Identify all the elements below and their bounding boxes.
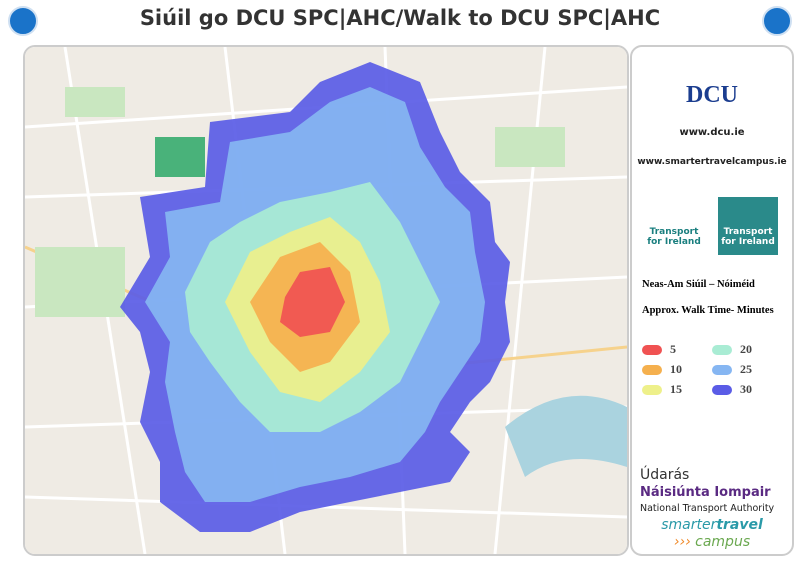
- legend-label: 20: [740, 342, 752, 356]
- park: [65, 87, 125, 117]
- nta-text: Náisiúnta Iompair: [640, 485, 771, 500]
- legend-item: 30: [712, 382, 752, 397]
- nta-text: Údarás: [640, 467, 690, 483]
- legend-item: 20: [712, 342, 752, 357]
- brand-text: campus: [695, 534, 751, 550]
- brand: smartertravel: [632, 517, 792, 533]
- legend-title: Approx. Walk Time- Minutes: [642, 305, 774, 316]
- tfi-text: Transport: [649, 227, 699, 237]
- map: [23, 45, 629, 556]
- legend-item: 5: [642, 342, 676, 357]
- park: [35, 247, 125, 317]
- tfi-text: for Ireland: [647, 237, 701, 247]
- tfi-logo: Transport for Ireland: [718, 197, 778, 255]
- legend-swatch: [642, 384, 662, 395]
- isochrone-5: [280, 267, 345, 337]
- legend-swatch: [712, 364, 732, 375]
- legend-label: 15: [670, 382, 682, 396]
- legend: 5 10 15 20 25 30: [632, 342, 792, 402]
- legend-label: 30: [740, 382, 752, 396]
- tfi-logo: Transport for Ireland: [644, 197, 704, 255]
- park: [155, 137, 205, 177]
- sidebar: DCU www.dcu.ie www.smartertravelcampus.i…: [630, 45, 794, 556]
- map-svg: [25, 47, 627, 554]
- legend-item: 10: [642, 362, 682, 377]
- brand-text: travel: [716, 517, 763, 533]
- legend-label: 25: [740, 362, 752, 376]
- chevrons: ›››: [673, 534, 691, 550]
- legend-swatch: [642, 344, 662, 355]
- title: Siúil go DCU SPC|AHC/Walk to DCU SPC|AHC: [139, 6, 661, 30]
- legend-item: 15: [642, 382, 682, 397]
- link: www.smartertravelcampus.ie: [637, 157, 787, 167]
- legend-title: Neas-Am Siúil – Nóiméid: [642, 279, 755, 290]
- legend-label: 10: [670, 362, 682, 376]
- walk-icon: [762, 6, 792, 36]
- link: www.dcu.ie: [679, 127, 745, 138]
- tfi-text: for Ireland: [721, 237, 775, 247]
- dcu-logo: DCU: [686, 82, 738, 108]
- park: [495, 127, 565, 167]
- legend-swatch: [712, 384, 732, 395]
- walk-icon: [8, 6, 38, 36]
- legend-swatch: [642, 364, 662, 375]
- legend-label: 5: [670, 342, 676, 356]
- tfi-text: Transport: [723, 227, 773, 237]
- legend-swatch: [712, 344, 732, 355]
- legend-item: 25: [712, 362, 752, 377]
- nta-text: National Transport Authority: [640, 503, 775, 514]
- brand-text: smarter: [661, 517, 717, 533]
- brand: ››› campus: [632, 534, 792, 550]
- water: [505, 395, 627, 477]
